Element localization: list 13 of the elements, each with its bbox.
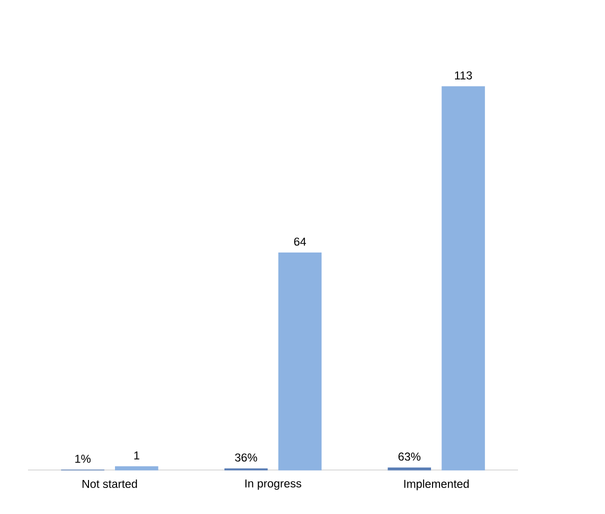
bar <box>442 86 485 470</box>
bar <box>114 466 158 470</box>
bar <box>278 252 322 470</box>
x-tick-label: Implemented <box>404 480 469 490</box>
x-tick-label: Not started <box>82 480 137 488</box>
data-label: 1% <box>75 454 91 463</box>
data-label: 63% <box>398 452 420 461</box>
x-tick-label: In progress <box>245 480 302 490</box>
data-label: 1 <box>134 452 140 460</box>
data-label: 36% <box>235 453 258 462</box>
bar <box>388 467 432 470</box>
data-label: 64 <box>294 238 306 246</box>
data-label: 113 <box>455 71 472 80</box>
